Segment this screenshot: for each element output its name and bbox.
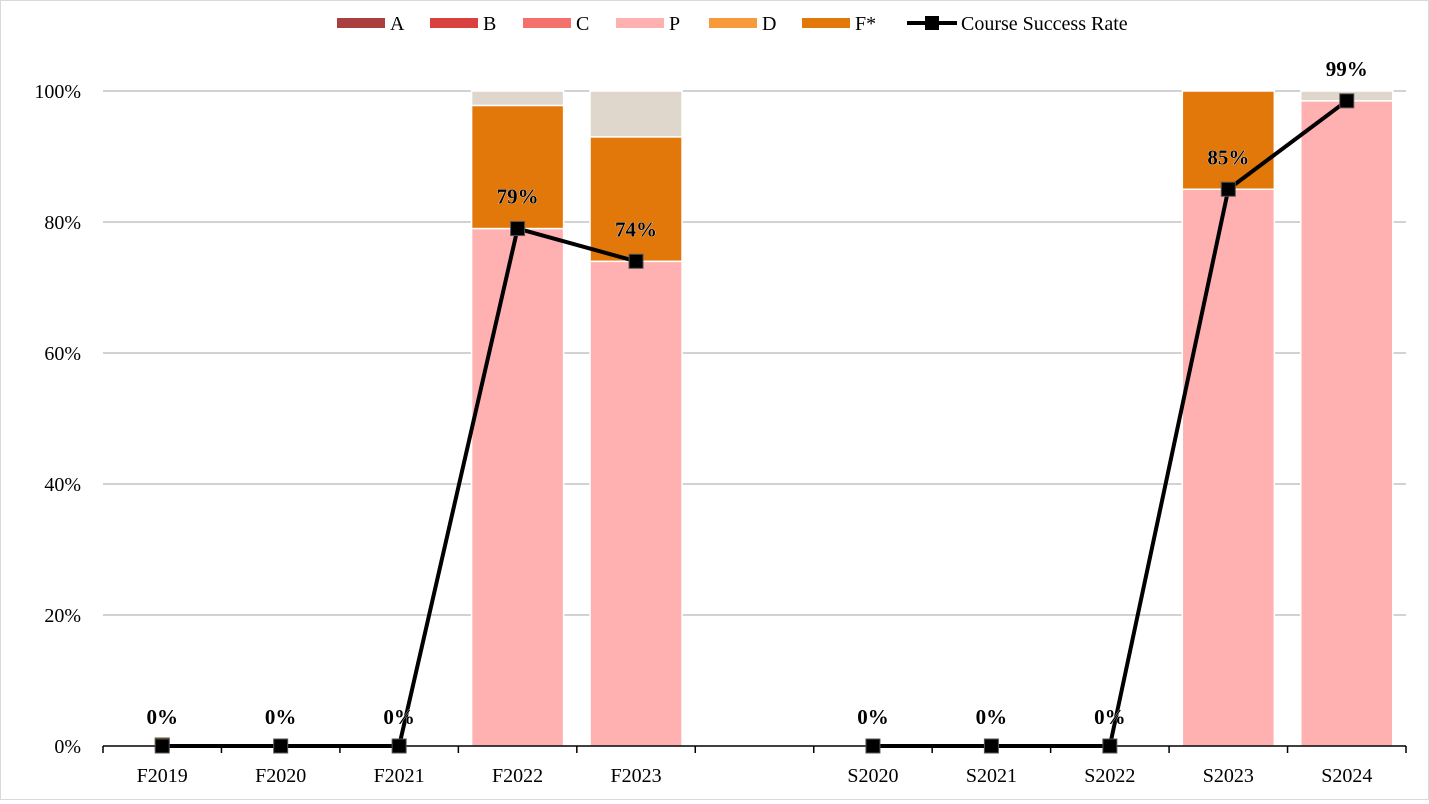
bar-segment: [589, 90, 683, 138]
x-tick-label: F2021: [374, 765, 425, 787]
x-tick-label: S2024: [1321, 765, 1372, 787]
rate-data-label: 0%: [265, 705, 297, 729]
bars: [154, 90, 1394, 751]
legend-label: D: [762, 13, 776, 35]
legend-label: B: [483, 13, 496, 35]
bar-segment: [589, 136, 683, 263]
legend-label: F*: [855, 13, 876, 35]
x-tick-label: S2020: [847, 765, 898, 787]
bar-segment: [470, 90, 565, 107]
x-tick-label: S2023: [1203, 765, 1254, 787]
legend-swatch: [337, 18, 385, 28]
success-rate-point: [983, 738, 999, 754]
legend-swatch: [616, 18, 664, 28]
success-rate-point: [1220, 181, 1236, 197]
bar-segment: [1181, 90, 1276, 190]
success-rate-point: [154, 738, 170, 754]
rate-data-label: 0%: [1094, 705, 1126, 729]
x-tick-label: F2022: [492, 765, 543, 787]
success-rate-point: [865, 738, 881, 754]
rate-data-label: 0%: [976, 705, 1008, 729]
bar-segment: [1300, 100, 1394, 747]
y-tick-label: 100%: [34, 81, 81, 103]
rate-data-label: 99%: [1326, 57, 1368, 81]
rate-data-label: 0%: [857, 705, 889, 729]
x-tick-label: F2020: [255, 765, 306, 787]
axes: 0% 20% 40% 60% 80% 100% F2019 F2020 F2021 F2022 F2…: [34, 81, 1407, 787]
rate-data-label: 0%: [383, 705, 415, 729]
bar-segment: [470, 227, 565, 747]
legend: A B C P D F* Course Success Rate: [337, 13, 1128, 35]
legend-label: A: [390, 13, 405, 35]
data-labels: 0% 0% 0% 79% 74% 0% 0% 0% 85% 99%: [146, 57, 1368, 730]
success-rate-point: [628, 253, 644, 269]
legend-swatch: [523, 18, 571, 28]
legend-label: C: [576, 13, 589, 35]
success-rate-line: [154, 93, 1355, 754]
success-rate-point: [1102, 738, 1118, 754]
y-tick-label: 20%: [44, 605, 81, 627]
y-tick-label: 40%: [44, 474, 81, 496]
legend-label: P: [669, 13, 680, 35]
rate-data-label: 74%: [615, 217, 657, 241]
legend-swatch: [802, 18, 850, 28]
x-tick-label: S2021: [966, 765, 1017, 787]
bar-segment: [470, 104, 565, 230]
y-tick-label: 0%: [54, 736, 81, 758]
legend-line-marker: [925, 16, 939, 30]
bar-segment: [1181, 188, 1276, 747]
x-tick-label: S2022: [1084, 765, 1135, 787]
x-tick-label: F2019: [137, 765, 188, 787]
success-rate-point: [1339, 93, 1355, 109]
success-rate-line-segment: [162, 226, 637, 748]
legend-swatch: [430, 18, 478, 28]
x-tick-label: F2023: [610, 765, 661, 787]
y-tick-label: 80%: [44, 212, 81, 234]
rate-data-label: 85%: [1207, 145, 1249, 169]
legend-label: Course Success Rate: [961, 13, 1128, 35]
success-rate-line-segment: [872, 99, 1348, 748]
rate-data-label: 79%: [497, 185, 539, 209]
rate-data-label: 0%: [146, 705, 178, 729]
legend-swatch: [709, 18, 757, 28]
y-tick-label: 60%: [44, 343, 81, 365]
success-rate-point: [391, 738, 407, 754]
success-rate-point: [510, 221, 526, 237]
success-rate-point: [273, 738, 289, 754]
bar-segment: [589, 260, 683, 747]
